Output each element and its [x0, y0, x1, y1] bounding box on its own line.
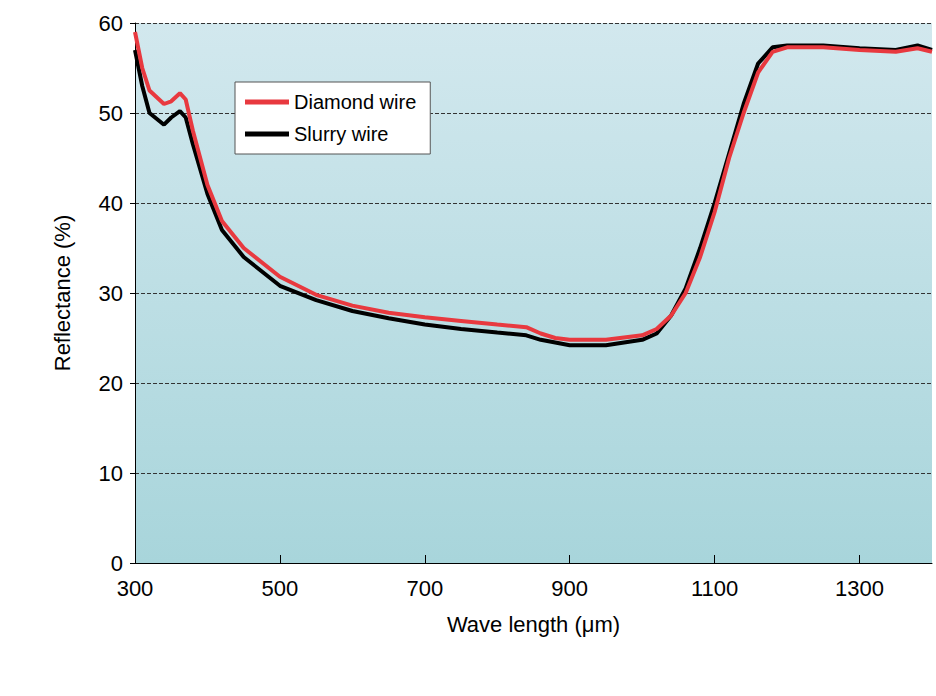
svg-text:60: 60 — [99, 11, 123, 36]
svg-text:1300: 1300 — [835, 576, 884, 601]
svg-text:Reflectance (%): Reflectance (%) — [50, 215, 75, 372]
svg-text:50: 50 — [99, 101, 123, 126]
svg-text:0: 0 — [111, 551, 123, 576]
svg-text:900: 900 — [551, 576, 588, 601]
svg-text:1100: 1100 — [691, 576, 738, 601]
svg-text:500: 500 — [262, 576, 299, 601]
svg-text:300: 300 — [117, 576, 154, 601]
svg-text:40: 40 — [99, 191, 123, 216]
svg-text:Slurry wire: Slurry wire — [294, 123, 388, 145]
svg-text:Wave length (μm): Wave length (μm) — [447, 612, 620, 637]
svg-text:700: 700 — [406, 576, 443, 601]
svg-text:10: 10 — [99, 461, 123, 486]
svg-text:Diamond wire: Diamond wire — [294, 91, 416, 113]
svg-text:20: 20 — [99, 371, 123, 396]
svg-text:30: 30 — [99, 281, 123, 306]
